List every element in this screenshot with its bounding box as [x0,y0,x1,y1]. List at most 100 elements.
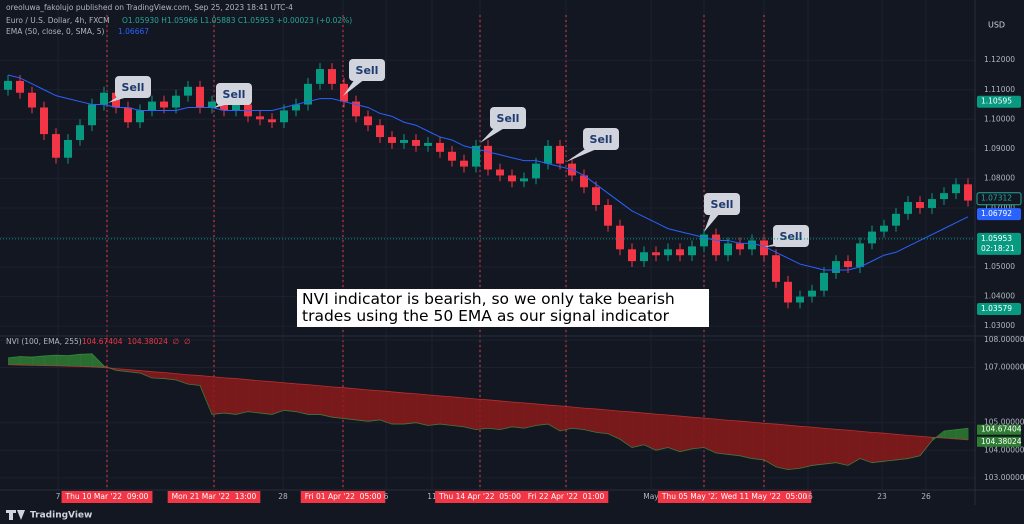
candle-body [172,95,180,108]
candle-body [856,243,864,268]
nvi-fill [428,394,441,426]
nvi-fill [884,433,897,462]
candle-body [796,296,804,303]
nvi-fill [704,418,717,454]
candle-body [352,101,360,117]
nvi-fill [392,391,405,425]
nvi-fill [668,414,681,452]
currency: USD [988,21,1005,30]
nvi-label: 104.38024 [981,437,1022,446]
nvi-fill [716,419,729,455]
candle-body [184,86,192,96]
published: oreoluwa_fakolujo published on TradingVi… [6,3,293,12]
note: NVI indicator is bearish, so we only tak… [297,289,709,327]
sell-pointer [704,210,720,232]
candle-body [364,116,372,126]
candle-body [256,116,264,120]
y-tick-label: 1.08000 [984,173,1015,182]
nvi-fill [416,393,429,426]
candle-body [496,169,504,176]
candle-body [724,243,732,256]
nvi-fill [908,435,921,459]
ohlc: O1.05930 H1.05966 L1.05883 C1.05953 +0.0… [122,16,352,25]
sell-label: Sell [590,133,613,146]
candle-body [88,104,96,126]
y-tick-label: 1.04000 [984,292,1015,301]
sell-label: Sell [356,64,379,77]
nvi-fill [836,429,849,466]
nvi-fill [680,416,693,452]
candle-body [40,107,48,135]
nvi-fill [80,353,93,367]
nvi-fill [308,384,321,415]
nvi-fill [296,383,309,415]
candle-body [880,225,888,232]
nvi-fill [560,405,573,431]
nvi-fill [740,421,753,459]
nvi-fill [788,425,801,470]
sell-label: Sell [122,81,145,94]
candle-body [688,246,696,256]
candle-body [268,119,276,123]
x-label-highlight [716,491,812,503]
nvi-fill [344,387,357,420]
nvi-fill [356,388,369,422]
nvi-fill [860,431,873,463]
candle-body [436,142,444,152]
candle-body [748,240,756,250]
y-tick-label: 1.05000 [984,262,1015,271]
nvi-fill [260,380,273,415]
nvi-fill [212,376,225,415]
x-tick-label: Wed 11 May '22 05:00 [721,492,808,501]
candle-body [412,139,420,146]
candle-body [304,83,312,105]
x-tick-label: Fri 22 Apr '22 01:00 [528,492,605,501]
y-tick-label: 1.07000 [984,203,1015,212]
candle-body [220,101,228,111]
candle-body [616,225,624,250]
candle-body [784,281,792,303]
sell-bubble [349,59,385,81]
candle-body [844,261,852,268]
nvi-fill [272,381,285,415]
candle-body [460,160,468,167]
candle-body [376,125,384,138]
countdown: 02:18:21 [981,244,1015,253]
price-label: 1.07312 [981,194,1012,203]
nvi-fill [800,426,813,469]
sell-bubble [216,83,252,105]
nvi-legend-values: 104.67404 104.38024 ∅ ∅ [82,337,191,346]
nvi-fill [332,386,345,419]
candle-body [4,80,12,90]
price-label: 1.10595 [981,97,1012,106]
sell-bubble [704,193,740,215]
candle-body [556,145,564,164]
nvi-fill [380,390,393,425]
last-price: 1.05953 [981,234,1012,243]
candle-body [820,272,828,291]
candle-body [676,249,684,256]
nvi-fill [920,436,933,456]
nvi-fill [224,377,237,415]
candle-body [808,290,816,297]
y-tick-label: 1.12000 [984,55,1015,64]
ema-line [7,74,969,271]
candle-body [652,252,660,256]
x-label-highlight [435,491,525,503]
nvi-fill [140,370,153,379]
candle-body [952,184,960,194]
nvi-fill [284,382,297,412]
candle-body [928,199,936,208]
ema-legend: EMA (50, close, 0, SMA, 5) [6,27,104,36]
candle-body [904,202,912,214]
x-tick-label: 16 [803,492,813,501]
nvi-fill [464,397,477,430]
logo [6,510,25,520]
x-tick-label: Thu 14 Apr '22 05:00 [438,492,521,501]
x-label-highlight [523,491,609,503]
nvi-fill [584,408,597,433]
nvi-fill [452,396,465,427]
y-tick-label: 105.00000 [984,418,1024,427]
